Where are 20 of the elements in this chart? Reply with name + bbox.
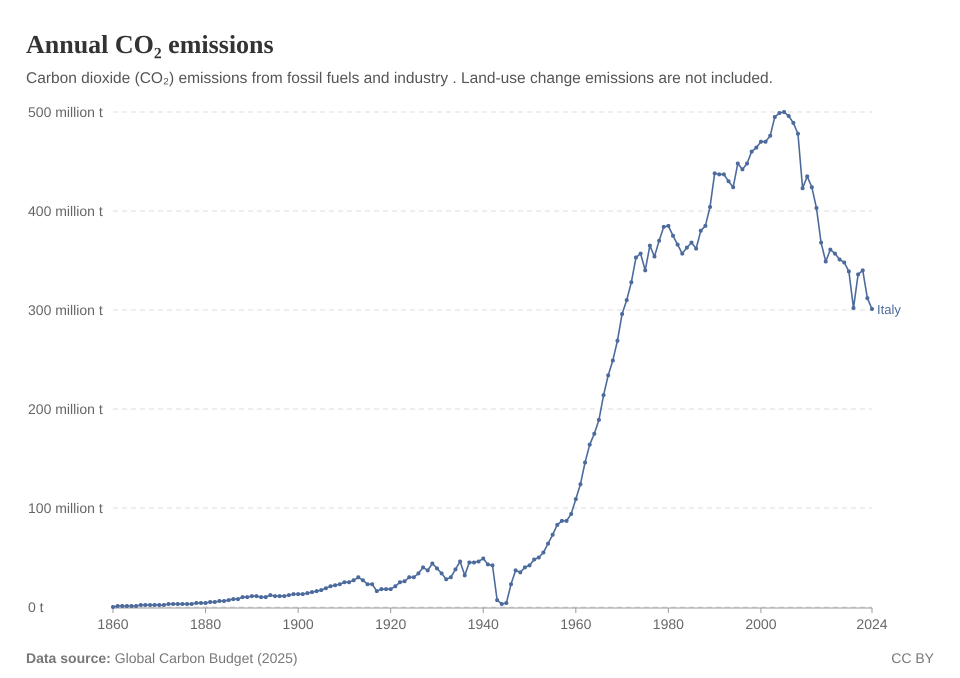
y-tick-label: 200 million t xyxy=(28,401,103,417)
x-tick-label: 2024 xyxy=(856,616,888,632)
text: CC BY xyxy=(891,650,935,666)
x-tick-label: 1860 xyxy=(97,616,129,632)
x-tick-label: 1880 xyxy=(190,616,222,632)
x-tick-label: 1940 xyxy=(468,616,500,632)
x-tick-label: 1960 xyxy=(560,616,592,632)
source-note: Data source: Global Carbon Budget (2025) xyxy=(26,650,298,666)
x-tick-label: 2000 xyxy=(745,616,777,632)
x-tick-label: 1920 xyxy=(375,616,406,632)
y-tick-label: 0 t xyxy=(28,599,44,615)
x-tick-label: 1980 xyxy=(652,616,684,632)
y-tick-label: 400 million t xyxy=(28,203,103,219)
chart-title: Annual CO₂ emissions xyxy=(26,30,274,59)
series-label: Italy xyxy=(877,302,902,318)
y-tick-label: 300 million t xyxy=(28,302,103,318)
x-tick-label: 1900 xyxy=(282,616,314,632)
y-tick-label: 100 million t xyxy=(28,500,103,516)
chart-subtitle: Carbon dioxide (CO₂) emissions from fossil fuels and industry . Land-use change emissions are not included. xyxy=(26,70,773,87)
y-tick-label: 500 million t xyxy=(28,104,103,120)
